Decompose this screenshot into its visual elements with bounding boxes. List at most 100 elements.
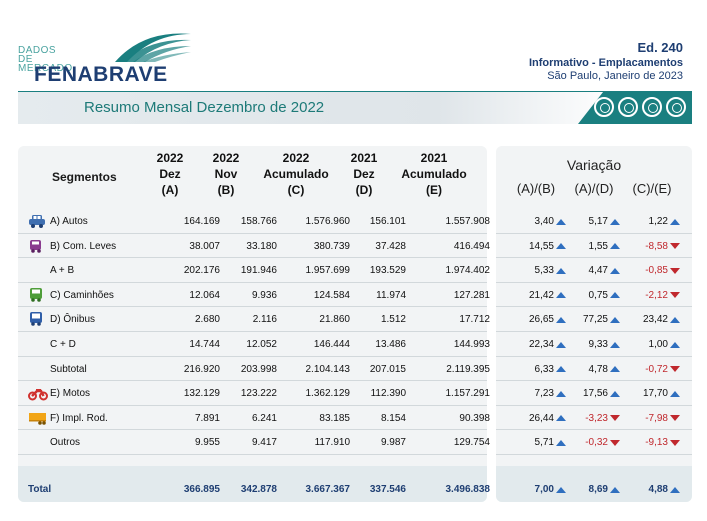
cell-c: 117.910 <box>314 437 350 449</box>
edition-number: Ed. 240 <box>637 40 683 55</box>
cell-e: 129.754 <box>453 437 490 449</box>
header-col-a-year: 2022 <box>156 151 184 165</box>
arrow-down-icon <box>610 439 620 446</box>
arrow-up-icon <box>670 218 680 225</box>
cell-var-ad-value: 4,78 <box>588 363 608 375</box>
cell-var-ce-value: 4,88 <box>648 484 668 495</box>
logo-swoosh-icon <box>115 33 191 62</box>
row-divider <box>496 454 692 455</box>
variation-panel <box>496 146 692 502</box>
cell-var-ad-value: -0,32 <box>585 437 608 449</box>
cell-b: 2.116 <box>252 314 277 326</box>
arrow-up-icon <box>556 243 566 250</box>
table-row: C + D 14.744 12.052 146.444 13.486 144.9… <box>18 332 692 357</box>
header-col-b-year: 2022 <box>212 151 240 165</box>
cell-var-ce-value: 1,00 <box>648 339 668 350</box>
motorcycle-icon <box>28 385 48 406</box>
row-label: A) Autos <box>50 216 88 227</box>
header-col-a-key: (A) <box>161 183 179 197</box>
logo-tagline: DADOS DE MERCADO <box>18 45 73 74</box>
cell-var-ad: -0,32 <box>585 437 620 448</box>
cell-var-ad: 0,75 <box>589 290 620 301</box>
cell-var-ce-value: 1,22 <box>648 216 668 227</box>
logo-wordmark: FENABRAVE <box>34 63 168 86</box>
row-divider <box>496 232 692 234</box>
cell-c: 3.667.367 <box>305 484 351 495</box>
cell-var-ab-value: 7,23 <box>534 388 554 400</box>
row-divider <box>18 331 487 332</box>
cell-var-ad-value: 77,25 <box>582 314 608 326</box>
cell-var-ab: 26,44 <box>529 413 566 424</box>
cell-a: 38.007 <box>189 240 220 252</box>
row-divider <box>18 380 487 382</box>
header-col-a-period: Dez <box>159 167 181 181</box>
arrow-up-icon <box>670 341 680 348</box>
table-row: F) Impl. Rod. 7.891 6.241 83.185 8.154 9… <box>18 406 692 431</box>
cell-var-ce: -7,98 <box>645 413 680 424</box>
cell-var-ad: 4,78 <box>589 364 620 375</box>
arrow-down-icon <box>670 292 680 299</box>
logo-tagline-line1: DADOS DE <box>18 45 57 65</box>
cell-c: 124.584 <box>313 289 350 301</box>
arrow-up-icon <box>556 415 566 422</box>
cell-c: 146.444 <box>313 339 350 350</box>
cell-b: 9.936 <box>251 289 277 301</box>
cell-var-ab: 22,34 <box>529 339 566 350</box>
row-label: D) Ônibus <box>50 314 96 326</box>
cell-e: 1.157.291 <box>445 388 491 400</box>
cell-b: 158.766 <box>240 216 277 227</box>
cell-var-ce: 1,22 <box>649 216 680 227</box>
cell-var-ab: 5,33 <box>535 265 566 276</box>
cell-d: 37.428 <box>375 240 406 252</box>
cell-var-ce: -8,58 <box>645 241 680 252</box>
cell-b: 203.998 <box>240 363 277 375</box>
cell-a: 164.169 <box>183 216 220 227</box>
cell-var-ab-value: 5,71 <box>534 437 554 449</box>
cell-var-ad-value: 0,75 <box>588 289 608 301</box>
row-divider <box>18 232 487 234</box>
cell-c: 1.362.129 <box>305 388 351 400</box>
row-divider <box>496 257 692 259</box>
cell-a: 132.129 <box>183 388 220 400</box>
header-col-d-key: (D) <box>355 183 373 197</box>
cell-var-ce: 23,42 <box>643 314 680 325</box>
row-divider <box>496 429 692 431</box>
arrow-up-icon <box>556 439 566 446</box>
cell-var-ce-value: -2,12 <box>645 289 668 301</box>
row-label: C) Caminhões <box>50 289 114 301</box>
cell-var-ce: 1,00 <box>649 339 680 350</box>
table-row: Subtotal 216.920 203.998 2.104.143 207.0… <box>18 357 692 382</box>
header-col-d-period: Dez <box>353 167 375 181</box>
header-segmentos: Segmentos <box>52 170 117 184</box>
cell-c: 2.104.143 <box>305 363 351 375</box>
row-divider <box>18 454 487 455</box>
main-table-panel <box>18 146 487 502</box>
cell-var-ab: 26,65 <box>529 314 566 325</box>
table-row: Outros 9.955 9.417 117.910 9.987 129.754… <box>18 430 692 455</box>
cell-var-ce: -2,12 <box>645 290 680 301</box>
header-var-ab: (A)/(B) <box>516 181 556 196</box>
arrow-up-icon <box>610 218 620 225</box>
cell-var-ad: -3,23 <box>585 413 620 424</box>
cell-var-ce-value: 23,42 <box>642 314 668 326</box>
arrow-up-icon <box>556 486 566 493</box>
row-divider <box>18 257 487 259</box>
cell-var-ad-value: -3,23 <box>585 412 608 424</box>
cell-b: 191.946 <box>240 265 277 277</box>
cell-c: 83.185 <box>319 412 350 424</box>
arrow-up-icon <box>610 341 620 348</box>
cell-var-ab-value: 26,65 <box>528 314 554 326</box>
total-band <box>18 466 487 502</box>
table-row: A) Autos 164.169 158.766 1.576.960 156.1… <box>18 209 692 234</box>
cell-b: 9.417 <box>251 437 277 449</box>
arrow-up-icon <box>556 316 566 323</box>
row-label: Subtotal <box>50 363 87 375</box>
cell-var-ad-value: 8,69 <box>588 484 608 495</box>
row-label: E) Motos <box>50 388 91 400</box>
row-divider <box>496 404 692 406</box>
row-divider <box>496 331 692 332</box>
cell-a: 14.744 <box>189 339 220 350</box>
header-col-c: 2022 Acumulado (C) <box>258 150 334 198</box>
cell-var-ad-value: 9,33 <box>588 339 608 350</box>
cell-d: 11.974 <box>376 289 406 301</box>
